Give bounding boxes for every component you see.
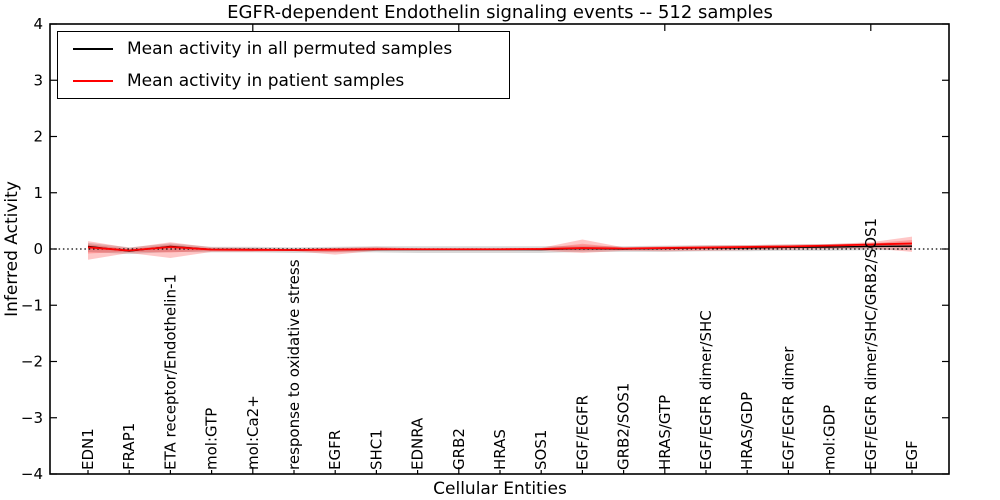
x-tick-label: HRAS	[491, 429, 509, 470]
x-tick-label: mol:GTP	[203, 408, 221, 470]
legend-entry-permuted: Mean activity in all permuted samples	[58, 35, 509, 63]
legend: Mean activity in all permuted samples Me…	[57, 31, 510, 99]
y-tick-label: 2	[33, 128, 43, 146]
permuted-line-sample-icon	[73, 48, 113, 51]
x-tick-label: HRAS/GDP	[738, 392, 756, 470]
x-tick-label: EGF/EGFR dimer/SHC/GRB2/SOS1	[862, 218, 880, 470]
x-tick-label: SHC1	[367, 429, 385, 470]
x-tick-label: ETA receptor/Endothelin-1	[161, 274, 179, 470]
x-tick-label: GRB2	[450, 428, 468, 470]
x-tick-label: response to oxidative stress	[285, 259, 303, 470]
x-tick-label: EDN1	[79, 428, 97, 470]
x-tick-label: EGFR	[326, 430, 344, 470]
x-tick-label: HRAS/GTP	[656, 395, 674, 470]
x-tick-label: mol:GDP	[821, 405, 839, 470]
permuted-confidence-band	[88, 242, 912, 255]
x-tick-label: EGF/EGFR dimer/SHC	[697, 310, 715, 470]
legend-entry-label: Mean activity in all permuted samples	[127, 39, 453, 60]
y-tick-label: −3	[21, 409, 43, 427]
x-axis-label: Cellular Entities	[433, 479, 567, 499]
x-tick-label: EDNRA	[409, 417, 427, 470]
y-tick-label: −4	[21, 465, 43, 483]
y-tick-label: −1	[21, 296, 43, 314]
y-tick-label: −2	[21, 353, 43, 371]
patient-line-sample-icon	[73, 79, 113, 82]
x-tick-label: EGF	[903, 440, 921, 470]
y-tick-label: 1	[33, 184, 43, 202]
x-tick-label: SOS1	[532, 430, 550, 470]
y-tick-label: 3	[33, 71, 43, 89]
y-tick-label: 4	[33, 15, 43, 33]
legend-entry-patient: Mean activity in patient samples	[58, 67, 509, 95]
x-tick-label: FRAP1	[120, 423, 138, 470]
x-tick-label: mol:Ca2+	[244, 395, 262, 470]
legend-entry-label: Mean activity in patient samples	[127, 70, 405, 91]
x-tick-label: GRB2/SOS1	[615, 383, 633, 470]
patient-mean-line	[87, 242, 913, 252]
y-tick-label: 0	[33, 240, 43, 258]
x-tick-label: EGF/EGFR dimer	[779, 346, 797, 470]
x-tick-label: EGF/EGFR	[573, 395, 591, 470]
chart-title: EGFR-dependent Endothelin signaling even…	[227, 2, 773, 23]
